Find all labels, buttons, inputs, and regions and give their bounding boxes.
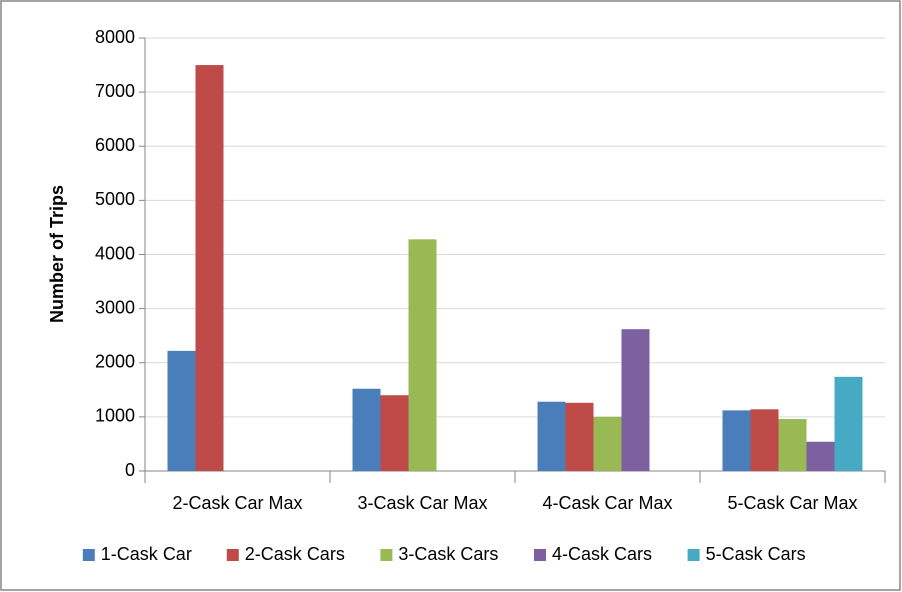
bar bbox=[834, 376, 863, 471]
legend-swatch bbox=[82, 549, 95, 561]
legend-label: 5-Cask Cars bbox=[706, 544, 806, 564]
y-tick-label: 6000 bbox=[95, 135, 135, 155]
legend-label: 4-Cask Cars bbox=[552, 544, 652, 564]
y-tick-label: 0 bbox=[125, 460, 135, 480]
bar bbox=[565, 402, 594, 471]
bar bbox=[806, 441, 835, 471]
legend-label: 1-Cask Car bbox=[101, 544, 192, 564]
bar bbox=[380, 395, 409, 471]
x-tick-label: 2-Cask Car Max bbox=[172, 493, 302, 513]
legend-swatch bbox=[380, 549, 393, 561]
x-tick-label: 4-Cask Car Max bbox=[542, 493, 672, 513]
y-tick-label: 5000 bbox=[95, 189, 135, 209]
bar bbox=[408, 239, 437, 471]
y-tick-label: 2000 bbox=[95, 352, 135, 372]
x-tick-label: 5-Cask Car Max bbox=[727, 493, 857, 513]
y-tick-label: 1000 bbox=[95, 406, 135, 426]
bar bbox=[722, 410, 751, 471]
bar bbox=[537, 401, 566, 471]
x-tick-label: 3-Cask Car Max bbox=[357, 493, 487, 513]
y-axis-label: Number of Trips bbox=[47, 185, 67, 323]
bar bbox=[750, 409, 779, 471]
legend-label: 2-Cask Cars bbox=[245, 544, 345, 564]
bar bbox=[167, 350, 196, 471]
bar bbox=[621, 329, 650, 471]
bar bbox=[593, 416, 622, 471]
bar bbox=[352, 388, 381, 471]
legend-swatch bbox=[534, 549, 546, 561]
y-tick-label: 4000 bbox=[95, 243, 135, 263]
legend-label: 3-Cask Cars bbox=[398, 544, 498, 564]
legend-swatch bbox=[226, 549, 239, 561]
y-tick-label: 7000 bbox=[95, 81, 135, 101]
bar bbox=[195, 65, 224, 471]
bar bbox=[778, 419, 807, 471]
y-tick-label: 3000 bbox=[95, 297, 135, 317]
y-tick-label: 8000 bbox=[95, 27, 135, 47]
legend-swatch bbox=[687, 549, 700, 561]
